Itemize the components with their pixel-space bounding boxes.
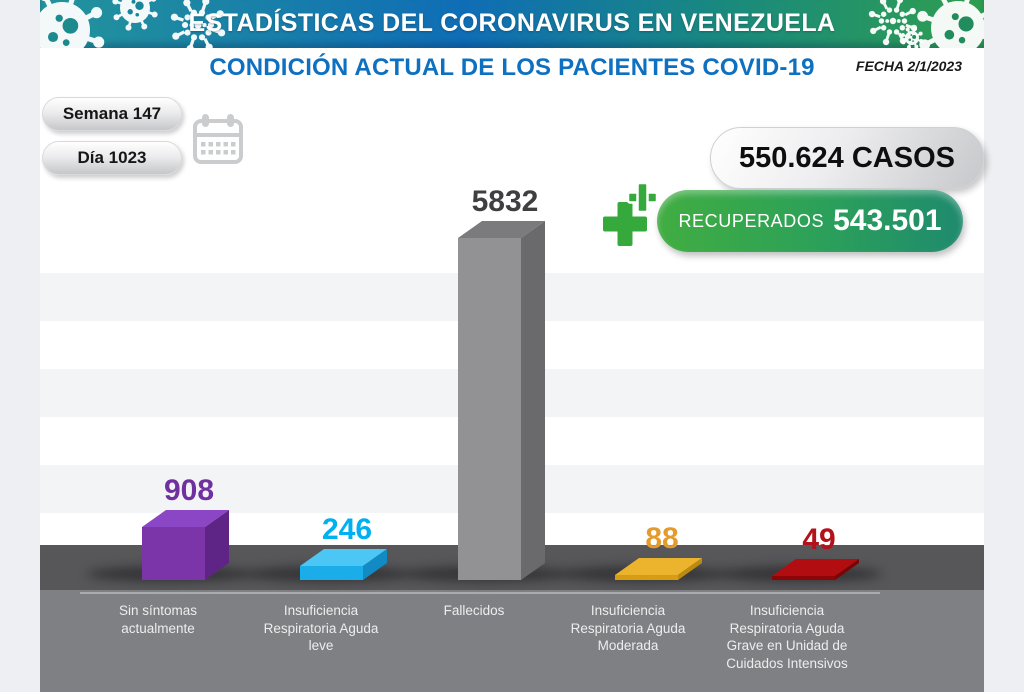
date-label: FECHA 2/1/2023: [855, 58, 962, 74]
page-title: CONDICIÓN ACTUAL DE LOS PACIENTES COVID-…: [209, 54, 815, 81]
baseline-divider: [80, 592, 880, 594]
bar-value-label: 908: [163, 474, 215, 507]
medical-cross-icon: [603, 181, 659, 246]
bar-value-label: 246: [321, 513, 373, 546]
bar-ira-moderada: [614, 558, 702, 580]
category-label: Insuficiencia Respiratoria Aguda Grave en …: [726, 603, 848, 671]
recovered-label: RECUPERADOS: [678, 210, 825, 231]
bar-value-label: 49: [802, 523, 836, 556]
coronavirus-icon: [40, 0, 107, 48]
category-label: Insuficiencia Respiratoria Aguda leve: [263, 603, 379, 653]
coronavirus-icon: [915, 0, 984, 48]
infographic-slide: ESTADÍSTICAS DEL CORONAVIRUS EN VENEZUEL…: [40, 0, 984, 692]
category-label: Insuficiencia Respiratoria Aguda Moderada: [570, 603, 686, 653]
page-header-title: ESTADÍSTICAS DEL CORONAVIRUS EN VENEZUEL…: [188, 9, 836, 37]
header-banner: ESTADÍSTICAS DEL CORONAVIRUS EN VENEZUEL…: [40, 0, 984, 48]
bar-value-label: 88: [645, 522, 679, 555]
total-cases-badge: 550.624 CASOS: [710, 127, 984, 189]
recovered-badge: RECUPERADOS 543.501: [657, 190, 963, 252]
coronavirus-icon: [900, 26, 924, 48]
week-badge: Semana 147: [42, 97, 182, 131]
category-label: Sin síntomas actualmente: [118, 603, 198, 636]
chart-label-area: [40, 590, 984, 692]
recovered-value: 543.501: [833, 204, 942, 237]
category-label: Fallecidos: [443, 603, 505, 618]
day-badge: Día 1023: [42, 141, 182, 175]
bar-sin-sintomas: [141, 510, 229, 580]
calendar-icon: [193, 114, 243, 164]
coronavirus-icon: [111, 0, 159, 37]
bar-value-label: 5832: [471, 185, 539, 218]
bar-ira-leve: [299, 549, 387, 580]
bar-ira-grave-uci: [771, 559, 859, 580]
bar-fallecidos: [457, 221, 545, 580]
coronavirus-icon: [169, 0, 227, 48]
